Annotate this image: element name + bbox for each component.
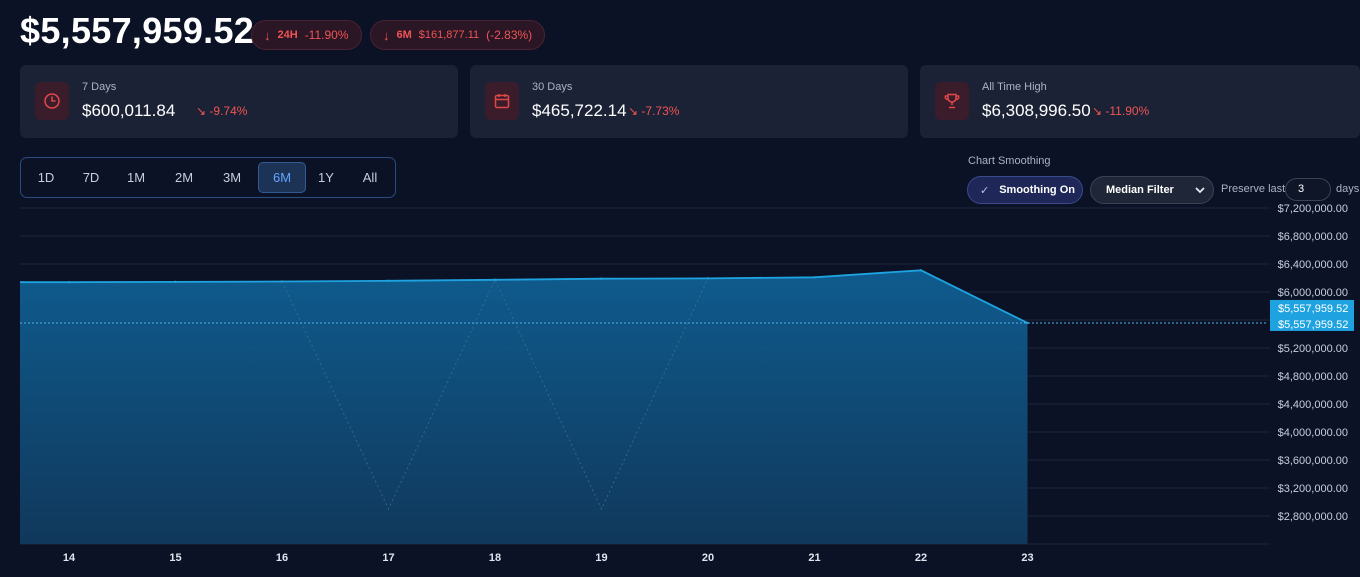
badge-change-amount: $161,877.11 xyxy=(418,29,480,41)
series-area xyxy=(20,270,1028,544)
y-tick-label: $7,200,000.00 xyxy=(1278,203,1348,215)
stat-card-value: $600,011.84 xyxy=(82,101,176,120)
x-tick-label: 17 xyxy=(382,552,394,564)
y-tick-label: $4,400,000.00 xyxy=(1278,399,1348,411)
stat-card-value: $465,722.14 xyxy=(532,101,627,120)
portfolio-total-value: $5,557,959.52 xyxy=(20,10,255,51)
preserve-days-input[interactable]: 3 xyxy=(1285,178,1331,201)
stat-card-change: ↘ -9.74% xyxy=(196,104,248,118)
badge-change-percent: -11.90% xyxy=(304,28,349,42)
current-value-label: $5,557,959.52 xyxy=(1278,319,1348,331)
data-point xyxy=(919,269,923,272)
current-value-tag xyxy=(1270,299,1354,331)
data-point xyxy=(493,278,497,281)
y-tick-label: $4,800,000.00 xyxy=(1278,371,1348,383)
range-button-1d[interactable]: 1D xyxy=(37,170,55,185)
chevron-down-icon xyxy=(1195,187,1205,194)
arrow-down-icon: ↓ xyxy=(264,27,271,43)
current-value-label: $5,557,959.52 xyxy=(1278,303,1348,315)
x-tick-label: 18 xyxy=(489,552,501,564)
range-button-7d[interactable]: 7D xyxy=(82,170,100,185)
stat-card-30-days: 30 Days $465,722.14 ↘ -7.73% xyxy=(470,65,908,138)
arrow-down-icon: ↓ xyxy=(383,27,390,43)
y-tick-label: $6,400,000.00 xyxy=(1278,259,1348,271)
chart-smoothing-title: Chart Smoothing xyxy=(968,155,1051,167)
x-tick-label: 20 xyxy=(702,552,714,564)
data-point xyxy=(1026,321,1029,325)
data-point xyxy=(174,280,177,284)
range-button-6m[interactable]: 6M xyxy=(258,162,306,193)
x-tick-label: 22 xyxy=(915,552,927,564)
x-tick-label: 16 xyxy=(276,552,288,564)
filter-select-value: Median Filter xyxy=(1106,184,1174,196)
stat-card-change: ↘ -7.73% xyxy=(628,104,680,118)
check-icon: ✓ xyxy=(980,184,990,197)
y-tick-label: $3,600,000.00 xyxy=(1278,455,1348,467)
smoothing-toggle-button[interactable]: ✓ Smoothing On xyxy=(967,176,1083,204)
trend-down-icon: ↘ xyxy=(196,104,207,118)
range-button-1m[interactable]: 1M xyxy=(126,170,146,185)
data-point xyxy=(600,277,603,280)
range-button-all[interactable]: All xyxy=(362,170,378,185)
badge-period-label: 24H xyxy=(277,29,298,41)
change-6m-badge: ↓ 6M $161,877.11 (-2.83%) xyxy=(370,20,546,50)
stat-card-title: 30 Days xyxy=(532,81,573,93)
x-tick-label: 19 xyxy=(595,552,607,564)
y-tick-label: $4,000,000.00 xyxy=(1278,427,1348,439)
days-label: days xyxy=(1336,183,1360,195)
trend-down-icon: ↘ xyxy=(628,104,639,118)
badge-period-label: 6M xyxy=(396,29,412,41)
data-point xyxy=(67,281,71,284)
smoothing-filter-select[interactable]: Median Filter xyxy=(1090,176,1214,204)
trophy-icon xyxy=(935,82,969,120)
badge-change-percent: (-2.83%) xyxy=(486,28,533,42)
x-tick-label: 21 xyxy=(808,552,820,564)
x-tick-label: 23 xyxy=(1021,552,1033,564)
time-range-selector: 1D 7D 1M 2M 3M 6M 1Y All xyxy=(20,157,396,198)
data-point xyxy=(813,276,816,279)
stat-card-value: $6,308,996.50 xyxy=(982,101,1091,120)
y-tick-label: $2,800,000.00 xyxy=(1278,511,1348,523)
stat-card-title: All Time High xyxy=(982,81,1047,93)
data-point xyxy=(706,277,710,280)
raw-series-line xyxy=(281,278,709,511)
preserve-last-label: Preserve last xyxy=(1221,183,1286,195)
range-button-2m[interactable]: 2M xyxy=(174,170,194,185)
trend-down-icon: ↘ xyxy=(1092,104,1103,118)
clock-icon xyxy=(35,82,69,120)
data-point xyxy=(387,279,390,282)
range-button-1y[interactable]: 1Y xyxy=(318,170,334,185)
y-tick-label: $6,800,000.00 xyxy=(1278,231,1348,243)
smoothing-toggle-label: Smoothing On xyxy=(999,184,1075,196)
y-tick-label: $3,200,000.00 xyxy=(1278,483,1348,495)
y-tick-label: $5,200,000.00 xyxy=(1278,343,1348,355)
change-24h-badge: ↓ 24H -11.90% xyxy=(251,20,362,50)
calendar-icon xyxy=(485,82,519,120)
stat-card-7-days: 7 Days $600,011.84 ↘ -9.74% xyxy=(20,65,458,138)
stat-card-change: ↘ -11.90% xyxy=(1092,104,1150,118)
stat-card-title: 7 Days xyxy=(82,81,117,93)
y-tick-label: $6,000,000.00 xyxy=(1278,287,1348,299)
range-button-3m[interactable]: 3M xyxy=(222,170,242,185)
x-tick-label: 15 xyxy=(169,552,181,564)
stat-card-all-time-high: All Time High $6,308,996.50 ↘ -11.90% xyxy=(920,65,1360,138)
x-tick-label: 14 xyxy=(63,552,76,564)
